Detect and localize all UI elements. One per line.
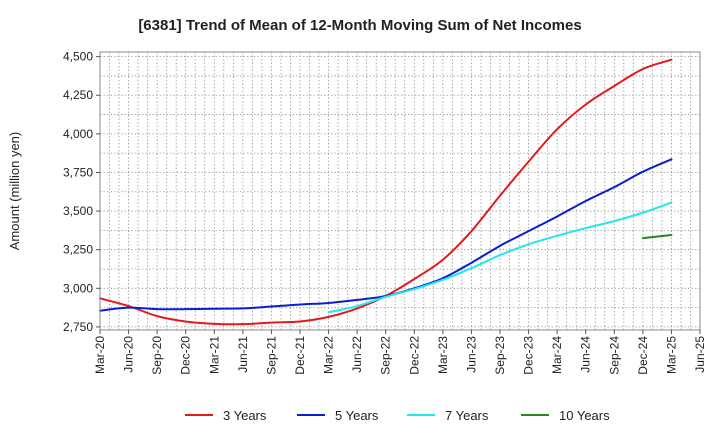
x-tick-label: Sep-21	[264, 336, 278, 375]
y-tick-label: 3,250	[63, 243, 93, 257]
x-tick-label: Sep-24	[607, 336, 621, 375]
series-line-7-years	[327, 201, 673, 314]
plot-frame	[99, 51, 701, 331]
y-axis-label: Amount (million yen)	[7, 132, 22, 251]
x-tick-label: Sep-20	[150, 336, 164, 375]
chart-title: [6381] Trend of Mean of 12-Month Moving …	[138, 17, 581, 34]
x-tick-label: Mar-24	[550, 336, 564, 374]
legend-label-10-years: 10 Years	[559, 408, 610, 423]
series-line-3-years	[99, 58, 673, 326]
x-tick-label: Jun-22	[350, 336, 364, 373]
x-tick-label: Sep-22	[379, 336, 393, 375]
x-tick-label: Dec-23	[522, 336, 536, 375]
x-tick-label: Mar-22	[322, 336, 336, 374]
y-tick-label: 2,750	[63, 320, 93, 334]
x-tick-label: Jun-23	[464, 336, 478, 373]
x-tick-label: Jun-24	[579, 336, 593, 373]
x-tick-label: Jun-20	[122, 336, 136, 373]
y-tick-label: 3,000	[63, 281, 93, 295]
x-tick-label: Mar-20	[93, 336, 107, 374]
y-tick-label: 3,500	[63, 204, 93, 218]
x-tick-label: Mar-25	[664, 336, 678, 374]
grid	[99, 52, 701, 330]
legend-label-3-years: 3 Years	[223, 408, 267, 423]
x-tick-label: Dec-20	[179, 336, 193, 375]
x-tick-label: Dec-24	[636, 336, 650, 375]
y-tick-label: 3,750	[63, 165, 93, 179]
x-tick-label: Dec-21	[293, 336, 307, 375]
x-tick-labels: Mar-20 Jun-20 Sep-20 Dec-20 Mar-21 Jun-21 Sep-…	[93, 330, 707, 375]
series-line-10-years	[641, 234, 673, 240]
x-tick-label: Mar-21	[207, 336, 221, 374]
x-tick-label: Jun-21	[236, 336, 250, 373]
x-tick-label: Jun-25	[693, 336, 707, 373]
y-tick-label: 4,000	[63, 127, 93, 141]
y-tick-labels: 2,750 3,000 3,250 3,500 3,750 4,000 4,250 4,500	[63, 50, 100, 334]
x-tick-label: Mar-23	[436, 336, 450, 374]
series-lines	[99, 58, 673, 326]
x-tick-label: Sep-23	[493, 336, 507, 375]
x-tick-label: Dec-22	[407, 336, 421, 375]
y-tick-label: 4,500	[63, 50, 93, 64]
legend: 3 Years 5 Years 7 Years 10 Years	[185, 408, 610, 423]
y-tick-label: 4,250	[63, 88, 93, 102]
legend-label-5-years: 5 Years	[335, 408, 379, 423]
legend-label-7-years: 7 Years	[445, 408, 489, 423]
